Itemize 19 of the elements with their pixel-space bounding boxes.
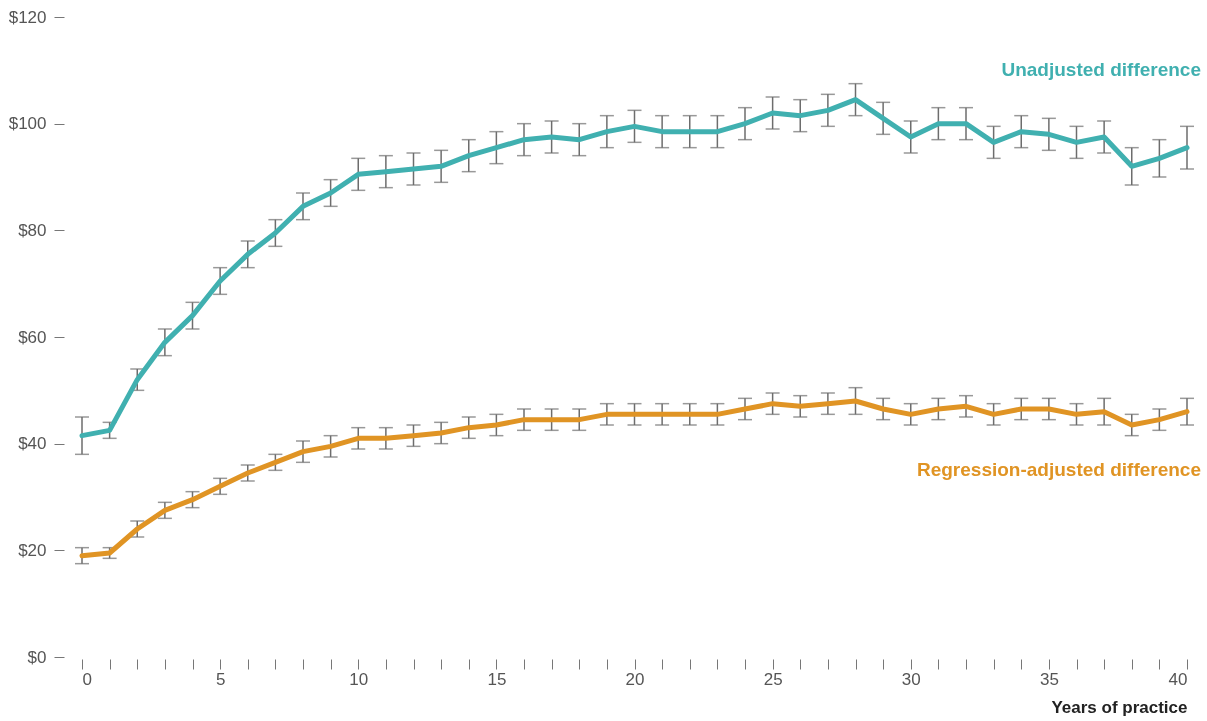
x-axis-title: Years of practice bbox=[1051, 697, 1188, 717]
x-tick-label: 0 bbox=[82, 669, 92, 689]
x-tick-label: 35 bbox=[1039, 669, 1059, 689]
y-tick-label: $40 bbox=[18, 434, 47, 454]
y-tick-label: $120 bbox=[8, 7, 47, 27]
x-tick-label: 30 bbox=[901, 669, 921, 689]
x-tick-label: 10 bbox=[349, 669, 369, 689]
y-tick-label: $80 bbox=[18, 220, 47, 240]
x-tick-label: 40 bbox=[1168, 669, 1188, 689]
text: Regression-adjusted difference bbox=[916, 458, 1201, 480]
text: Unadjusted difference bbox=[1001, 58, 1201, 80]
y-tick-label: $20 bbox=[18, 540, 47, 560]
y-tick-label: $60 bbox=[18, 327, 47, 347]
y-tick-label: $0 bbox=[27, 647, 47, 667]
x-tick-label: 25 bbox=[763, 669, 783, 689]
y-tick-label: $100 bbox=[8, 114, 47, 134]
x-tick-label: 5 bbox=[215, 669, 226, 689]
x-tick-label: 20 bbox=[625, 669, 645, 689]
x-tick-label: 15 bbox=[487, 669, 507, 689]
